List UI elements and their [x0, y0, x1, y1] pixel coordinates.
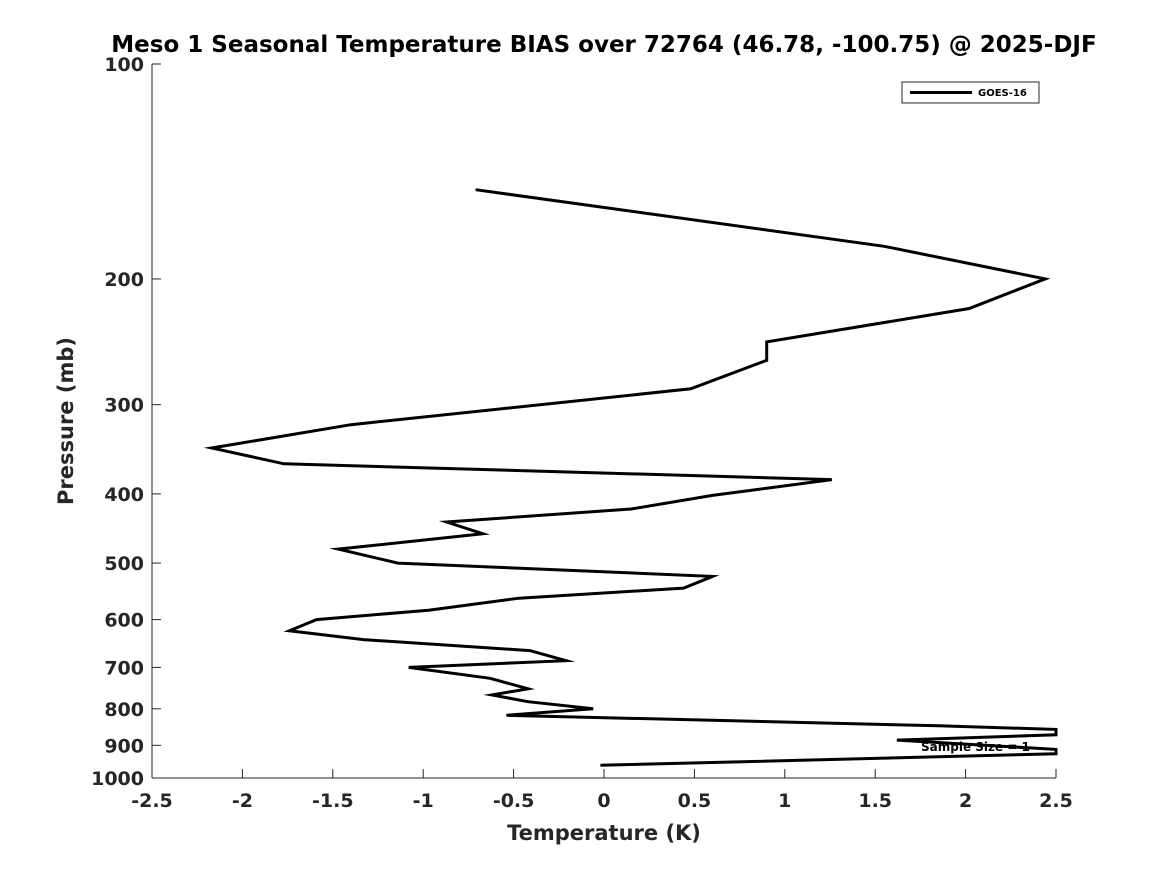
- chart-title: Meso 1 Seasonal Temperature BIAS over 72…: [111, 32, 1096, 58]
- x-tick-label: -1.5: [312, 790, 354, 812]
- x-tick-label: -2: [232, 790, 253, 812]
- plot-area: [152, 64, 1056, 778]
- series-layer: [203, 188, 1058, 767]
- y-tick-label: 500: [104, 553, 144, 575]
- x-tick-label: -2.5: [131, 790, 173, 812]
- y-tick-label: 200: [104, 269, 144, 291]
- y-axis-ticks: 100 200 300 400 500 600 700 800 900 1000: [91, 54, 161, 790]
- x-tick-label: 2: [959, 790, 972, 812]
- series-line-goes16: [203, 188, 1058, 767]
- x-axis-label: Temperature (K): [507, 821, 701, 845]
- x-axis-ticks: -2.5 -2 -1.5 -1 -0.5 0 0.5 1 1.5 2 2.5: [131, 769, 1073, 812]
- y-axis-label: Pressure (mb): [54, 337, 78, 505]
- y-tick-label: 600: [104, 610, 144, 632]
- x-tick-label: 0: [597, 790, 610, 812]
- x-tick-label: -1: [413, 790, 434, 812]
- x-tick-label: 2.5: [1039, 790, 1073, 812]
- sample-size-annotation: Sample Size = 1: [921, 740, 1030, 754]
- x-tick-label: -0.5: [493, 790, 535, 812]
- x-tick-label: 1: [778, 790, 791, 812]
- x-tick-label: 1.5: [858, 790, 892, 812]
- legend: GOES-16: [901, 81, 1040, 104]
- x-tick-label: 0.5: [678, 790, 712, 812]
- y-tick-label: 800: [104, 699, 144, 721]
- y-tick-label: 300: [104, 395, 144, 417]
- y-tick-label: 400: [104, 484, 144, 506]
- y-tick-label: 900: [104, 735, 144, 757]
- y-tick-label: 100: [104, 54, 144, 76]
- y-tick-label: 1000: [91, 768, 144, 790]
- legend-label-goes16: GOES-16: [978, 88, 1027, 99]
- y-tick-label: 700: [104, 657, 144, 679]
